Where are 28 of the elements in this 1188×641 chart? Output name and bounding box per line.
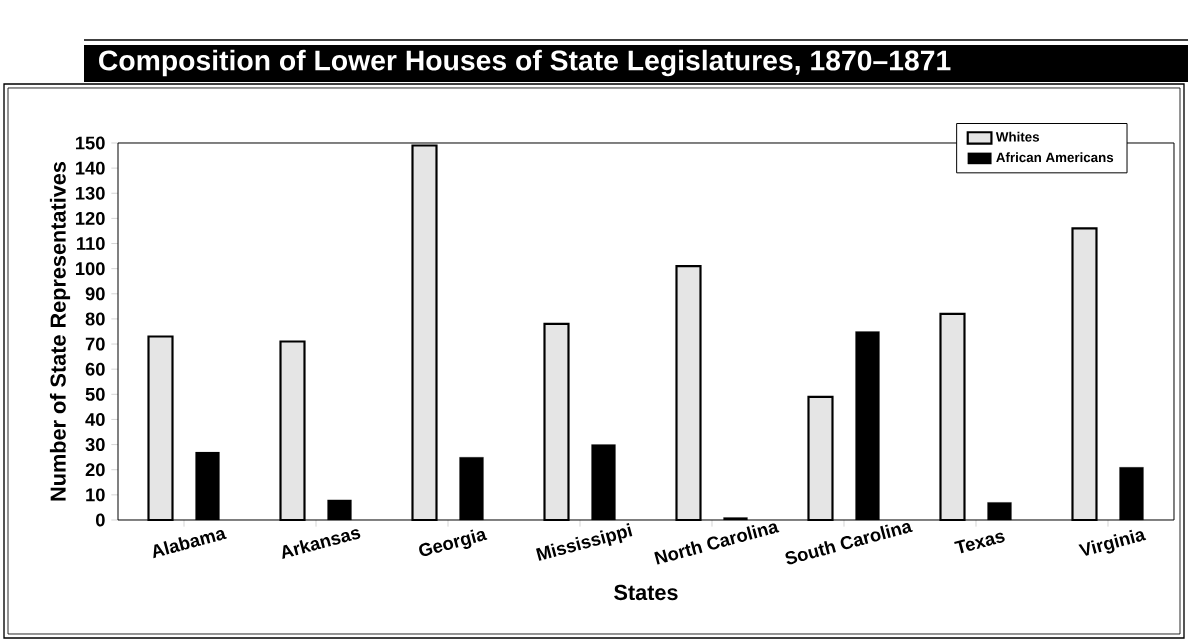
y-tick-label: 150 xyxy=(76,136,105,150)
x-tick-label: Virginia xyxy=(1078,529,1147,556)
y-tick-label: 140 xyxy=(76,161,105,175)
y-tick-label: 50 xyxy=(85,387,105,401)
y-tick-label: 100 xyxy=(76,262,105,276)
y-tick-label: 130 xyxy=(76,186,105,200)
y-tick-label: 70 xyxy=(85,337,105,351)
y-tick-label: 80 xyxy=(85,312,105,326)
x-tick-label: Georgia xyxy=(419,529,488,557)
y-tick-label: 0 xyxy=(95,513,105,527)
y-tick-label: 30 xyxy=(85,438,105,452)
x-tick-label: North Carolina xyxy=(654,523,780,565)
chart-title: Composition of Lower Houses of State Legislatures, 1870–1871 xyxy=(99,49,951,77)
legend-label: Whites xyxy=(995,131,1040,142)
x-axis-title: States xyxy=(614,584,678,601)
y-tick-label: 60 xyxy=(85,362,105,376)
y-tick-label: 120 xyxy=(76,211,105,225)
x-tick-label: Arkansas xyxy=(282,529,361,559)
legend-label: African Americans xyxy=(996,152,1114,163)
y-tick-label: 40 xyxy=(85,412,105,426)
y-tick-label: 10 xyxy=(86,488,105,502)
y-tick-label: 20 xyxy=(85,463,105,477)
y-tick-label: 90 xyxy=(85,287,105,301)
y-axis-title: Number of State Representatives xyxy=(49,162,71,501)
x-tick-label: Alabama xyxy=(153,530,227,559)
x-tick-label: Texas xyxy=(954,532,1005,554)
x-tick-label: South Carolina xyxy=(785,523,913,565)
y-tick-label: 110 xyxy=(77,237,105,251)
